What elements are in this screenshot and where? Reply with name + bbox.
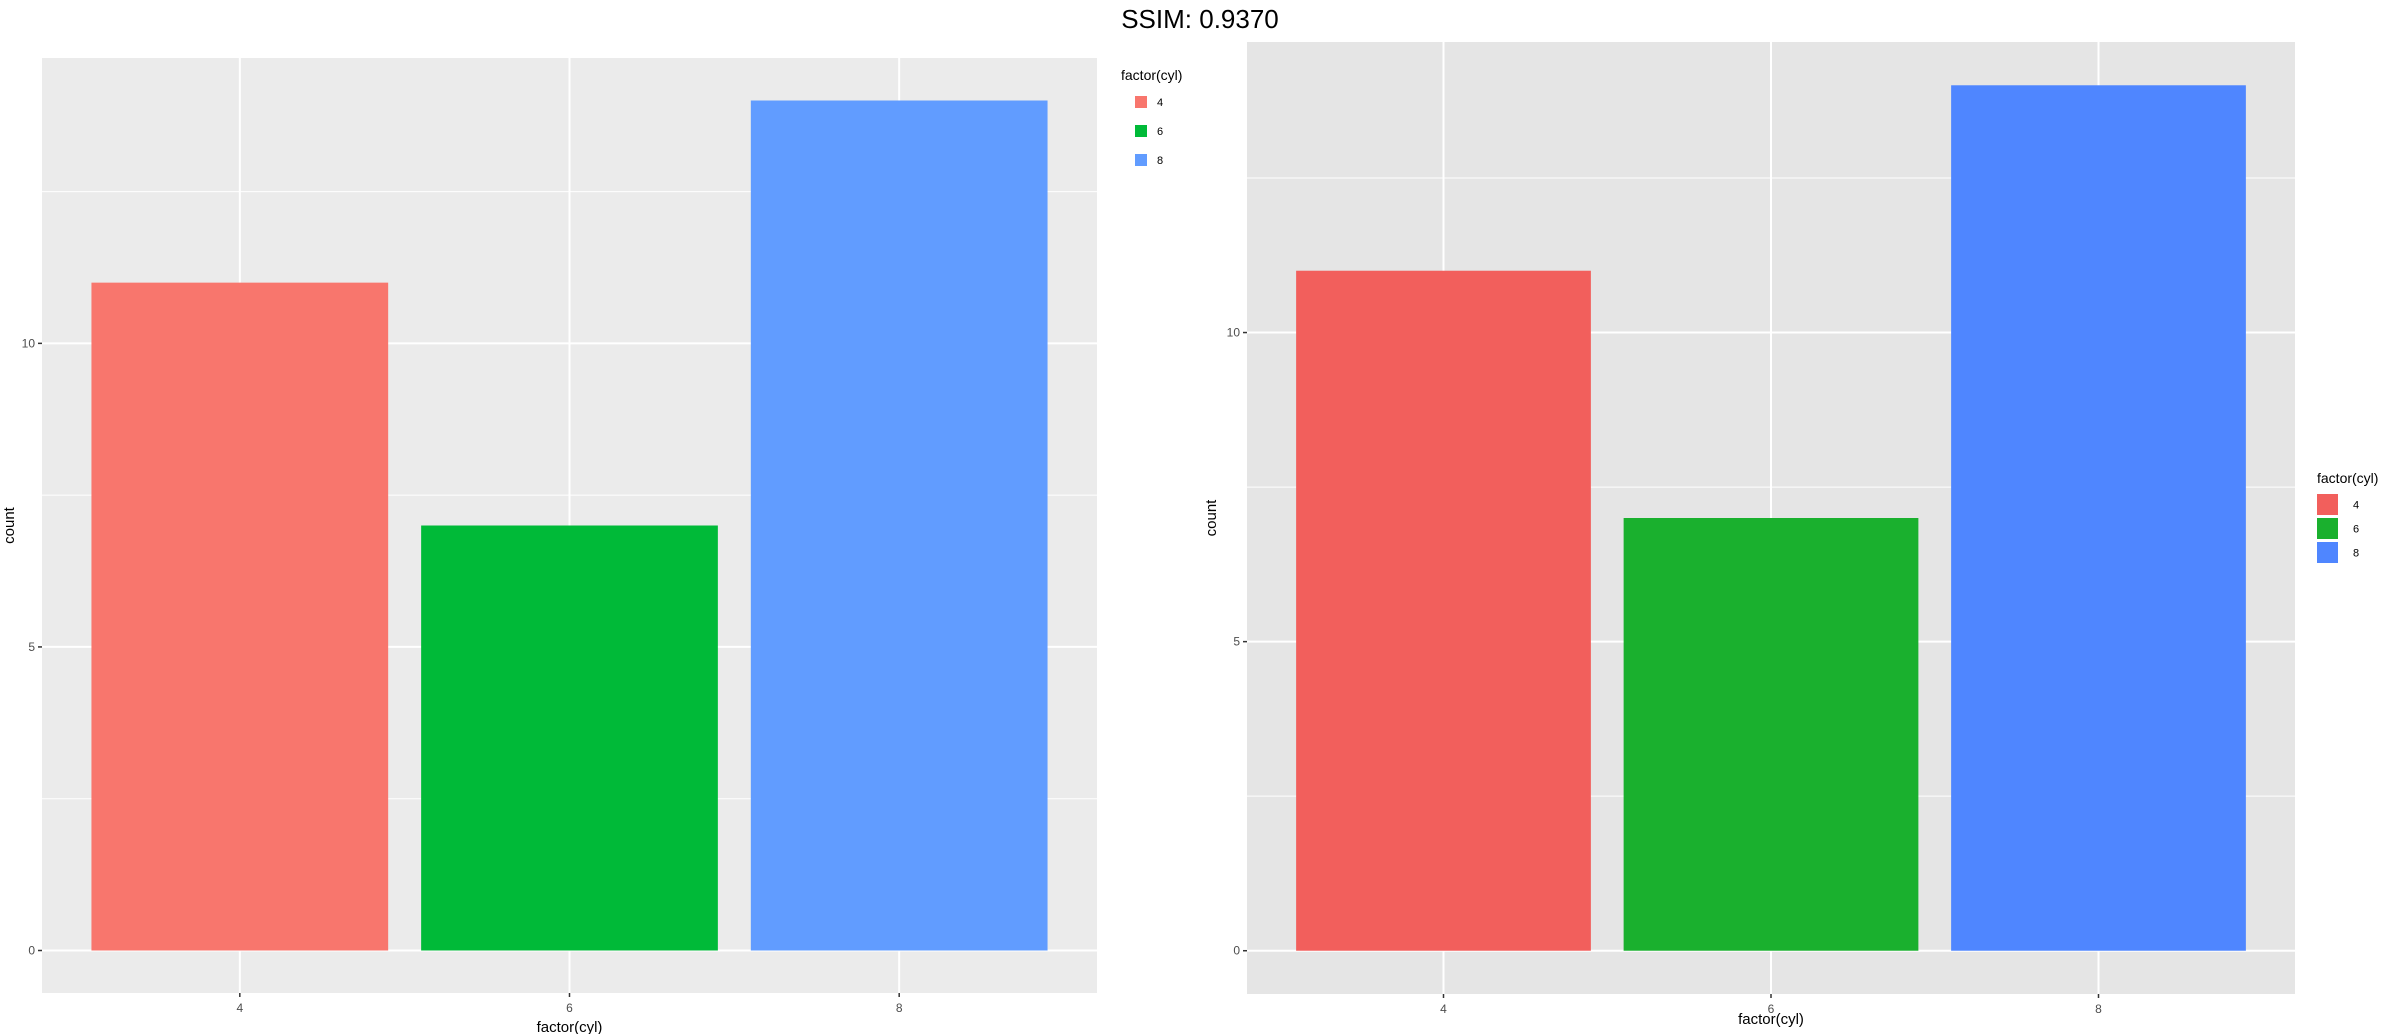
x-tick-label: 4 xyxy=(1440,1002,1447,1016)
x-tick-label: 6 xyxy=(1768,1002,1775,1016)
legend-label: 6 xyxy=(2353,524,2359,536)
legend-label: 4 xyxy=(1157,97,1163,109)
legend-title: factor(cyl) xyxy=(1121,67,1182,83)
y-tick-label: 10 xyxy=(22,336,36,350)
x-tick-label: 4 xyxy=(236,1001,243,1015)
bar-4 xyxy=(91,282,389,951)
x-axis-label: factor(cyl) xyxy=(1738,1011,1804,1028)
y-tick-label: 5 xyxy=(1233,635,1240,649)
legend-title: factor(cyl) xyxy=(2317,470,2378,486)
y-tick-label: 0 xyxy=(1233,944,1240,958)
chart-right: 0 5 10 4 6 8 factor(cyl) count factor(cyl) 4 6 8 xyxy=(1203,42,2378,1028)
page-title: SSIM: 0.9370 xyxy=(1121,4,1279,34)
legend-label: 8 xyxy=(1157,155,1163,167)
bar-8 xyxy=(750,100,1048,951)
bar-6 xyxy=(421,525,718,951)
y-axis-label: count xyxy=(1203,499,1220,537)
legend-key xyxy=(2317,542,2338,563)
legend-key xyxy=(1135,154,1147,166)
chart-left: 0 5 10 4 6 8 factor(cyl) count factor(cyl) 4 6 8 xyxy=(1,58,1182,1034)
legend-key xyxy=(1135,96,1147,108)
x-tick-label: 6 xyxy=(566,1001,573,1015)
legend-label: 8 xyxy=(2353,548,2359,560)
bar-8 xyxy=(1951,85,2246,951)
y-tick-label: 0 xyxy=(28,944,35,958)
y-axis-label: count xyxy=(1,506,18,544)
legend-key xyxy=(2317,494,2338,515)
x-tick-label: 8 xyxy=(896,1001,903,1015)
x-axis-label: factor(cyl) xyxy=(537,1019,603,1034)
legend-label: 6 xyxy=(1157,126,1163,138)
bar-4 xyxy=(1296,270,1591,951)
x-tick-label: 8 xyxy=(2095,1002,2102,1016)
y-tick-label: 5 xyxy=(28,640,35,654)
y-tick-label: 10 xyxy=(1227,326,1241,340)
legend-key xyxy=(1135,125,1147,137)
legend-key xyxy=(2317,518,2338,539)
legend-label: 4 xyxy=(2353,500,2359,512)
bar-6 xyxy=(1623,518,1919,951)
